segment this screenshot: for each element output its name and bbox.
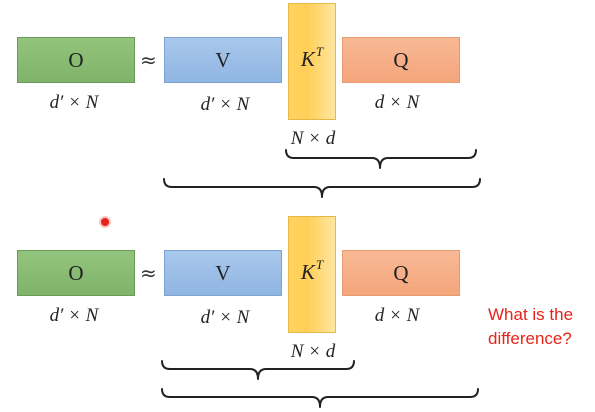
matrix-o: O (17, 250, 135, 296)
matrix-q: Q (342, 37, 460, 83)
matrix-q: Q (342, 250, 460, 296)
dim-o: d′ × N (49, 92, 99, 113)
outer-brace (163, 178, 481, 198)
inner-brace (285, 149, 477, 169)
dim-o: d′ × N (49, 305, 99, 326)
matrix-v: V (164, 250, 282, 296)
dim-v: d′ × N (200, 94, 250, 115)
dim-k: N × d (290, 341, 336, 362)
outer-brace (161, 388, 479, 408)
matrix-k-label: KT (300, 44, 324, 71)
approx-symbol: ≈ (140, 48, 157, 72)
matrix-q-label: Q (393, 47, 409, 72)
matrix-o: O (17, 37, 135, 83)
matrix-v-label: V (215, 260, 231, 285)
matrix-k-transpose: KT (288, 216, 336, 333)
question-line-1: What is the (488, 305, 574, 324)
matrix-v-label: V (215, 47, 231, 72)
matrix-o-label: O (68, 47, 84, 72)
dim-k: N × d (290, 128, 336, 149)
dim-q: d × N (374, 92, 420, 113)
question-text: What is the difference? (488, 303, 595, 351)
laser-pointer-dot (101, 218, 109, 226)
dim-q: d × N (374, 305, 420, 326)
matrix-o-label: O (68, 260, 84, 285)
matrix-q-label: Q (393, 260, 409, 285)
matrix-v: V (164, 37, 282, 83)
inner-brace (161, 360, 355, 380)
question-line-2: difference? (488, 329, 572, 348)
dim-v: d′ × N (200, 307, 250, 328)
approx-symbol: ≈ (140, 261, 157, 285)
matrix-k-label: KT (300, 257, 324, 284)
matrix-k-transpose: KT (288, 3, 336, 120)
